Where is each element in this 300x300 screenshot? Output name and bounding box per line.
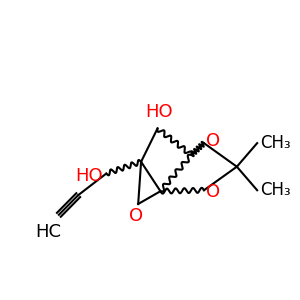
Text: CH₃: CH₃	[260, 134, 291, 152]
Text: O: O	[206, 132, 220, 150]
Text: HO: HO	[75, 167, 102, 184]
Text: O: O	[206, 183, 220, 201]
Text: HC: HC	[35, 223, 61, 241]
Text: CH₃: CH₃	[260, 181, 291, 199]
Text: HO: HO	[146, 103, 173, 121]
Text: O: O	[129, 207, 143, 225]
